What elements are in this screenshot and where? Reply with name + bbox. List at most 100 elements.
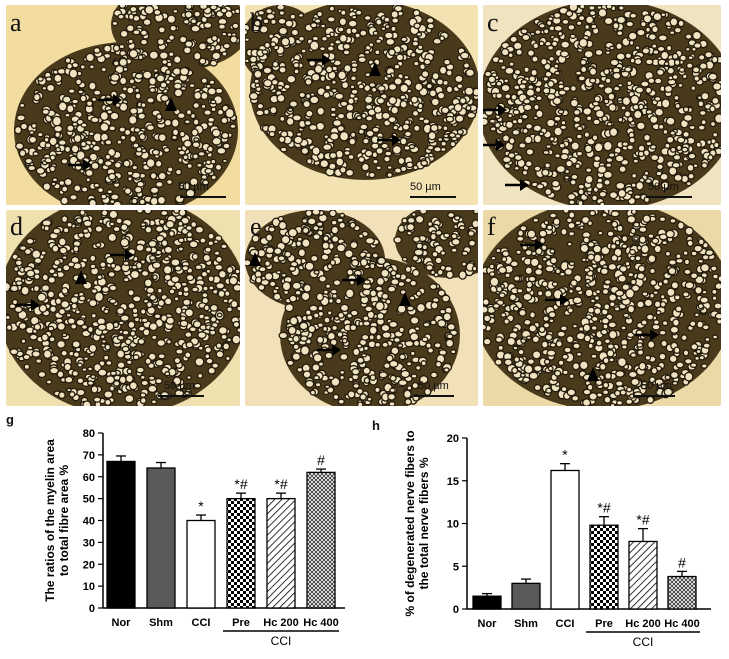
arrow-icon bbox=[505, 179, 529, 191]
bar bbox=[226, 497, 256, 609]
y-tick-label: 30 bbox=[83, 537, 95, 549]
y-tick-label: 10 bbox=[447, 519, 459, 531]
arrowhead-icon bbox=[369, 62, 381, 76]
arrow-icon bbox=[520, 239, 544, 251]
arrow-icon bbox=[545, 294, 569, 306]
scale-bar-b bbox=[410, 196, 456, 198]
micrograph-image bbox=[245, 5, 478, 205]
scale-text-d: 50 µm bbox=[164, 380, 195, 392]
chart-g-svg: The ratios of the myelin areato total fi… bbox=[43, 428, 345, 648]
scale-text-f: 50 µm bbox=[641, 380, 672, 392]
y-tick-label: 20 bbox=[447, 433, 459, 445]
y-tick-label: 0 bbox=[89, 603, 95, 615]
panel-label-a: a bbox=[10, 8, 22, 37]
arrow-icon bbox=[377, 134, 401, 146]
x-tick-label: Pre bbox=[595, 618, 613, 630]
arrow-icon bbox=[635, 329, 659, 341]
bar bbox=[511, 582, 541, 610]
arrowhead-icon bbox=[75, 270, 87, 284]
significance-mark: * bbox=[198, 498, 204, 514]
x-tick-label: Shm bbox=[514, 618, 538, 630]
bar bbox=[550, 469, 580, 610]
scale-text-e: 50 µm bbox=[418, 380, 449, 392]
arrow-icon bbox=[110, 249, 134, 261]
arrowhead-icon bbox=[399, 292, 411, 306]
arrow-icon bbox=[342, 274, 366, 286]
panel-label-g: g bbox=[6, 412, 14, 427]
panel-label-e: e bbox=[250, 212, 262, 241]
x-tick-label: Shm bbox=[149, 617, 173, 629]
significance-mark: # bbox=[678, 554, 686, 570]
bar bbox=[106, 460, 136, 609]
x-tick-label: Hc 200 bbox=[263, 617, 298, 629]
panel-label-h: h bbox=[372, 418, 380, 433]
significance-mark: * bbox=[562, 447, 568, 463]
y-tick-label: 70 bbox=[83, 450, 95, 462]
scale-bar-c bbox=[646, 196, 692, 198]
y-tick-label: 80 bbox=[83, 428, 95, 440]
arrowhead-icon bbox=[249, 252, 261, 266]
scale-bar-f bbox=[633, 395, 675, 397]
significance-mark: *# bbox=[274, 476, 287, 492]
x-tick-label: Nor bbox=[478, 618, 498, 630]
scale-bar-e bbox=[414, 395, 454, 397]
group-label: CCI bbox=[633, 635, 654, 649]
micrograph-image bbox=[6, 210, 240, 406]
scale-text-a: 50 µm bbox=[178, 181, 209, 193]
micrograph-e bbox=[245, 210, 478, 406]
y-tick-label: 10 bbox=[83, 581, 95, 593]
significance-mark: *# bbox=[636, 512, 649, 528]
y-tick-label: 0 bbox=[453, 604, 459, 616]
chart-g: The ratios of the myelin areato total fi… bbox=[0, 420, 360, 654]
group-label: CCI bbox=[271, 634, 292, 648]
micrograph-a bbox=[6, 5, 240, 205]
bar bbox=[186, 519, 216, 609]
y-axis-label: The ratios of the myelin areato total fi… bbox=[43, 439, 71, 602]
significance-mark: # bbox=[317, 452, 325, 468]
arrow-icon bbox=[68, 159, 92, 171]
y-tick-label: 60 bbox=[83, 472, 95, 484]
scale-bar-d bbox=[158, 395, 204, 397]
y-tick-label: 20 bbox=[83, 559, 95, 571]
bar bbox=[266, 497, 296, 609]
x-tick-label: Nor bbox=[112, 617, 132, 629]
micrograph-b bbox=[245, 5, 478, 205]
chart-h: % of degenerated nerve fibers tothe tota… bbox=[366, 420, 728, 654]
bar bbox=[472, 595, 502, 610]
micrograph-image bbox=[6, 5, 240, 205]
bar bbox=[589, 524, 619, 610]
x-tick-label: CCI bbox=[556, 618, 575, 630]
x-tick-label: Hc 200 bbox=[625, 618, 660, 630]
arrow-icon bbox=[317, 344, 341, 356]
x-tick-label: Hc 400 bbox=[303, 617, 338, 629]
arrowhead-icon bbox=[587, 367, 599, 381]
micrograph-image bbox=[245, 210, 478, 406]
x-tick-label: CCI bbox=[192, 617, 211, 629]
arrow-icon bbox=[483, 104, 507, 116]
arrowhead-icon bbox=[165, 97, 177, 111]
micrograph-f bbox=[483, 210, 721, 406]
arrow-icon bbox=[98, 94, 122, 106]
panel-label-d: d bbox=[10, 212, 23, 241]
bar bbox=[628, 540, 658, 610]
bar bbox=[667, 575, 697, 610]
y-axis-label: % of degenerated nerve fibers tothe tota… bbox=[403, 430, 431, 616]
scale-text-b: 50 µm bbox=[410, 181, 441, 193]
panel-label-c: c bbox=[487, 8, 499, 37]
x-tick-label: Pre bbox=[232, 617, 250, 629]
micrograph-d bbox=[6, 210, 240, 406]
arrow-icon bbox=[16, 299, 40, 311]
chart-h-svg: % of degenerated nerve fibers tothe tota… bbox=[403, 430, 711, 649]
panel-label-b: b bbox=[250, 8, 263, 37]
significance-mark: *# bbox=[597, 500, 610, 516]
micrograph-image bbox=[483, 5, 721, 205]
micrograph-image bbox=[483, 210, 721, 406]
scale-bar-a bbox=[180, 196, 226, 198]
y-tick-label: 40 bbox=[83, 516, 95, 528]
y-tick-label: 15 bbox=[447, 476, 459, 488]
scale-text-c: 50 µm bbox=[648, 181, 679, 193]
significance-mark: *# bbox=[234, 476, 247, 492]
bar bbox=[146, 467, 176, 609]
arrow-icon bbox=[307, 54, 331, 66]
panel-label-f: f bbox=[487, 212, 496, 241]
